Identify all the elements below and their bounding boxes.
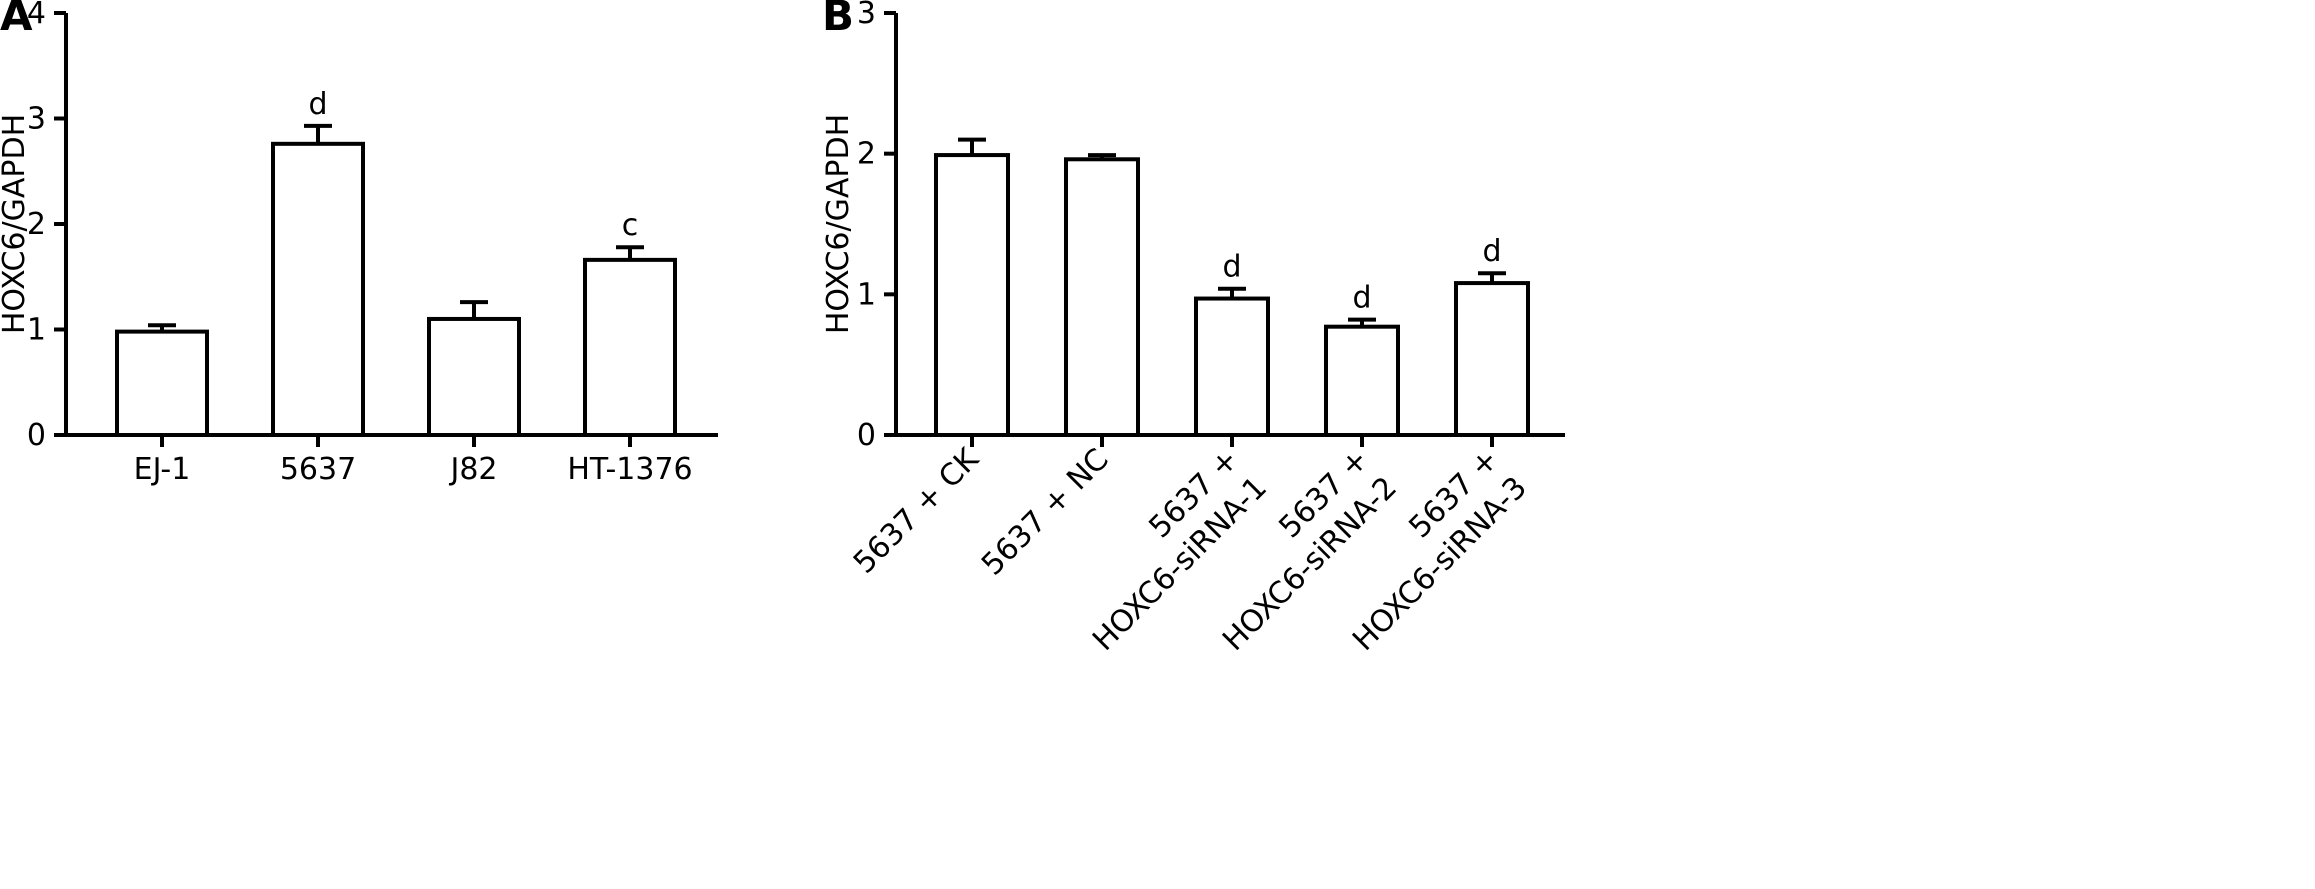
x-tick-label: EJ-1 [134,452,191,487]
x-tick-label: 5637 + NC [975,442,1116,583]
bar [1064,157,1140,437]
y-tick-label: 3 [857,0,876,31]
significance-label: d [1222,250,1241,285]
panel-letter: A [0,0,33,40]
y-tick-label: 0 [857,418,876,453]
bar [1324,324,1400,438]
y-tick-label: 2 [857,137,876,172]
y-tick-label: 1 [27,313,46,348]
x-tick-label-line: 5637 + NC [975,442,1116,583]
x-tick-label: 5637 + CK [847,441,987,581]
bar [427,316,521,438]
y-axis-title: HOXC6/GAPDH [0,114,32,334]
bar [934,153,1010,437]
y-tick-label: 0 [27,418,46,453]
y-axis-title: HOXC6/GAPDH [821,114,856,334]
x-tick-label: 5637 [280,452,356,487]
x-tick-label-line: 5637 + CK [847,441,987,581]
y-tick-label: 3 [27,102,46,137]
panel-letter: B [822,0,854,40]
bar [1194,296,1270,438]
bar [115,329,209,437]
significance-label: d [1352,281,1371,316]
bar [271,141,365,437]
bar [1454,281,1530,437]
y-tick-label: 1 [857,277,876,312]
significance-label: d [308,87,327,122]
significance-label: c [622,208,639,243]
x-tick-label: J82 [448,452,497,487]
y-tick-label: 4 [27,0,46,31]
significance-label: d [1482,234,1501,269]
panel-a-bar-chart: A 0 1 2 3 4 HOXC6/GAPDH EJ-1 d 5637 J82 c HT-1376 [0,0,718,487]
x-tick-label: HT-1376 [567,452,692,487]
y-tick-label: 2 [27,207,46,242]
bar [583,257,677,437]
